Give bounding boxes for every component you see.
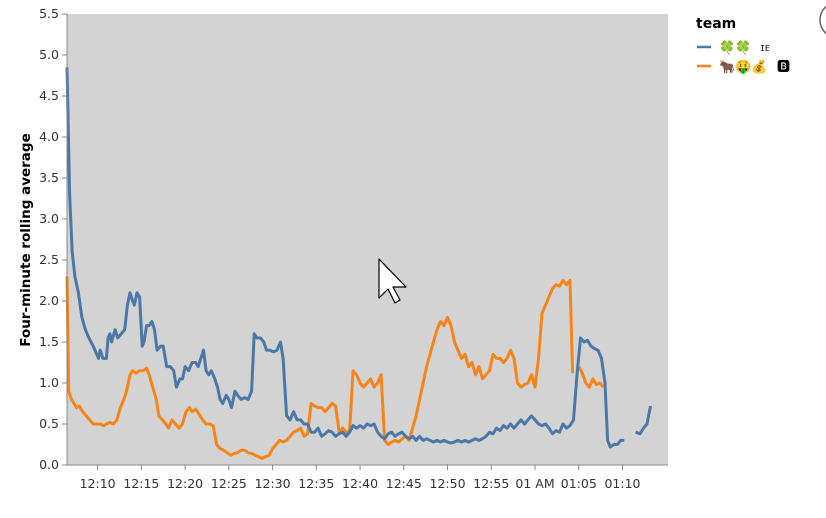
y-tick-label: 5.5 (39, 6, 59, 21)
legend: team 🍀🍀 IE 🐂🤑💰 🅱 (696, 16, 790, 75)
y-tick-label: 4.0 (39, 129, 59, 144)
series-line-orange (65, 276, 575, 460)
y-tick-label: 2.5 (39, 252, 59, 267)
y-tick-label: 0.5 (39, 416, 59, 431)
y-axis: 0.0 0.5 1.0 1.5 2.0 2.5 3.0 3.5 4.0 4.5 5.0 5.5 (39, 6, 68, 472)
series-layer (65, 67, 652, 460)
x-axis: 12:10 12:15 12:20 12:25 12:30 12:35 12:40 12:45… (67, 464, 668, 491)
x-tick-label: 12:40 (342, 476, 378, 491)
y-tick-label: 3.5 (39, 170, 59, 185)
x-tick-label: 12:35 (298, 476, 334, 491)
x-tick-label: 12:55 (473, 476, 509, 491)
legend-item[interactable]: 🍀🍀 IE (697, 40, 770, 56)
y-tick-label: 0.0 (39, 457, 59, 472)
x-tick-label: 12:30 (255, 476, 291, 491)
x-tick-label: 01:10 (604, 476, 640, 491)
legend-label-emoji: 🐂🤑💰 (719, 59, 768, 75)
mouse-pointer-icon (378, 258, 407, 304)
y-tick-label: 1.5 (39, 334, 59, 349)
legend-label-emoji: 🍀🍀 (719, 40, 751, 56)
legend-label-text: 🅱 (777, 60, 790, 75)
y-tick-label: 5.0 (39, 47, 59, 62)
legend-title: team (696, 16, 736, 32)
x-tick-label: 12:10 (80, 476, 116, 491)
x-tick-label: 01:05 (561, 476, 597, 491)
x-tick-label: 12:15 (123, 476, 159, 491)
legend-label-text: IE (760, 44, 770, 53)
x-tick-label: 12:50 (430, 476, 466, 491)
legend-item[interactable]: 🐂🤑💰 🅱 (697, 59, 790, 75)
circle-button-icon[interactable] (819, 2, 826, 38)
series-line-blue-tail (635, 405, 652, 436)
y-tick-label: 3.0 (39, 211, 59, 226)
y-axis-title: Four-minute rolling average (18, 133, 34, 347)
x-tick-label: 12:25 (211, 476, 247, 491)
y-tick-label: 4.5 (39, 88, 59, 103)
x-tick-label: 01 AM (515, 476, 554, 491)
x-tick-label: 12:45 (386, 476, 422, 491)
x-tick-label: 12:20 (167, 476, 203, 491)
plot-background (67, 14, 668, 465)
series-line-blue (65, 67, 625, 449)
y-tick-label: 1.0 (39, 375, 59, 390)
series-line-orange-tail (577, 365, 605, 389)
y-tick-label: 2.0 (39, 293, 59, 308)
